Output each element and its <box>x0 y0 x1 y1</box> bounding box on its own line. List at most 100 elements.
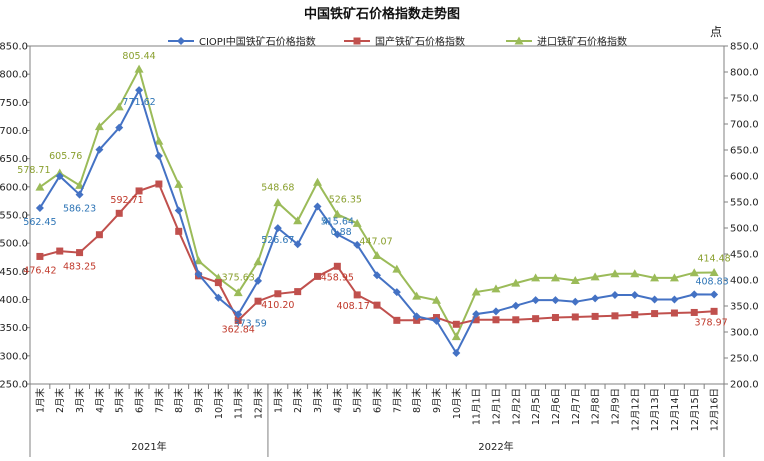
data-point <box>451 332 461 341</box>
data-point <box>551 296 560 305</box>
data-label: 476.42 <box>23 265 56 276</box>
legend: CIOPI中国铁矿石价格指数 国产铁矿石价格指数 进口铁矿石价格指数 <box>168 35 627 48</box>
category-label: 3月末 <box>74 388 86 414</box>
data-point <box>314 272 322 280</box>
data-label: 483.25 <box>63 262 96 273</box>
data-point <box>512 316 520 324</box>
category-label: 12月16日 <box>710 388 721 431</box>
data-point <box>709 267 719 276</box>
left-tick-label: 550.0 <box>0 211 28 222</box>
left-tick-label: 400.0 <box>0 295 28 306</box>
data-point <box>471 287 481 296</box>
right-tick-label: 650.0 <box>730 146 759 157</box>
right-tick-label: 600.0 <box>730 172 759 183</box>
data-point <box>491 307 500 316</box>
data-point <box>372 251 382 260</box>
data-point <box>294 288 302 296</box>
data-point <box>670 309 678 317</box>
right-tick-label: 450.0 <box>730 250 759 261</box>
category-label: 11月1日 <box>472 388 483 425</box>
data-point <box>432 316 441 325</box>
category-label: 7月末 <box>153 388 165 414</box>
data-labels: 562.45 586.23 771.62 373.59 526.67 515.64 408.… <box>17 51 730 335</box>
data-point <box>710 307 718 315</box>
data-point <box>95 145 104 154</box>
data-label: 605.76 <box>49 151 82 162</box>
category-label: 1月末 <box>272 388 284 414</box>
data-point <box>76 249 84 257</box>
data-point <box>115 123 124 132</box>
data-label: 548.68 <box>261 183 294 194</box>
data-point <box>669 273 679 282</box>
data-label: 373.59 <box>234 318 267 329</box>
data-point <box>431 295 441 304</box>
data-point <box>175 227 183 235</box>
data-point <box>532 315 540 323</box>
data-point <box>392 288 401 297</box>
data-point <box>214 293 223 302</box>
category-label: 12月1日 <box>491 388 502 425</box>
data-point <box>273 198 283 207</box>
data-point <box>353 240 362 249</box>
legend-label: 进口铁矿石价格指数 <box>537 35 627 48</box>
data-point <box>531 273 541 282</box>
data-point <box>114 102 124 111</box>
category-label: 12月15日 <box>690 388 701 431</box>
data-label: 414.48 <box>697 253 730 264</box>
data-label: 805.44 <box>122 51 155 62</box>
data-point <box>452 349 461 358</box>
category-label: 12月5日 <box>531 388 542 425</box>
data-point <box>313 202 322 211</box>
data-label: 4 <box>322 216 328 227</box>
data-point <box>234 310 243 319</box>
data-point <box>352 218 362 227</box>
data-point <box>511 301 520 310</box>
data-point <box>690 290 699 299</box>
data-point <box>690 308 698 316</box>
left-tick-label: 800.0 <box>0 70 28 81</box>
chart-title: 中国铁矿石价格指数走势图 <box>304 6 460 22</box>
left-tick-label: 250.0 <box>0 380 28 391</box>
category-label: 5月末 <box>114 388 126 414</box>
data-point <box>630 269 640 278</box>
data-point <box>452 320 460 328</box>
data-point <box>491 284 501 293</box>
data-point <box>511 278 521 287</box>
category-label: 4月末 <box>94 388 106 414</box>
year-group-label: 2021年 <box>131 440 166 453</box>
data-point <box>154 136 164 145</box>
category-label: 9月末 <box>431 388 443 414</box>
category-label: 12月9日 <box>610 388 621 425</box>
data-point <box>174 179 184 188</box>
data-point <box>650 273 660 282</box>
data-point <box>610 269 620 278</box>
right-tick-label: 350.0 <box>730 302 759 313</box>
category-label: 12月6日 <box>551 388 562 425</box>
data-point <box>36 252 44 260</box>
data-point <box>492 316 500 324</box>
data-point <box>630 290 639 299</box>
left-tick-label: 850.0 <box>0 42 28 53</box>
data-label: 362.84 <box>222 324 255 335</box>
year-group-label: 2022年 <box>478 440 513 453</box>
category-label: 2月末 <box>54 388 66 414</box>
data-label: 578.71 <box>17 165 50 176</box>
data-point <box>333 262 341 270</box>
data-point <box>274 290 282 298</box>
left-tick-label: 450.0 <box>0 267 28 278</box>
data-label: 408.83 <box>695 277 728 288</box>
data-label: 771.62 <box>122 97 155 108</box>
data-label: 562.45 <box>23 217 56 228</box>
data-point <box>353 291 361 299</box>
data-point <box>313 177 323 186</box>
plot-area <box>35 64 719 358</box>
data-point <box>531 296 540 305</box>
category-label: 6月末 <box>372 388 384 414</box>
data-point <box>570 276 580 285</box>
right-tick-label: 550.0 <box>730 198 759 209</box>
data-point <box>670 295 679 304</box>
data-point <box>177 37 185 45</box>
